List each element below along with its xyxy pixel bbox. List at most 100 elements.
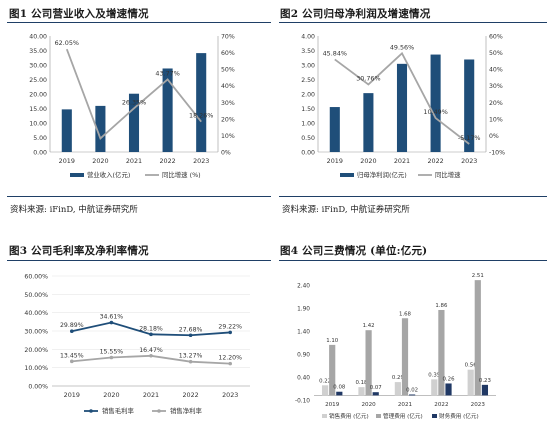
fig3-legend-label: 销售毛利率: [102, 406, 135, 415]
fig4-data-label: 0.29: [392, 375, 405, 381]
fig4-legend-swatch: [432, 414, 437, 418]
fig3-x-tick: 2021: [143, 391, 159, 399]
fig3-legend-marker: [89, 409, 93, 413]
fig2-data-label: -5.17%: [458, 134, 481, 142]
fig3-y-tick: 60.00%: [24, 274, 48, 281]
fig4-data-label: 0.22: [319, 378, 331, 384]
fig2-x-tick: 2021: [394, 157, 410, 165]
fig4-x-tick: 2021: [398, 402, 413, 408]
fig3-y-tick: 10.00%: [24, 365, 48, 372]
fig1-left-tick: 25.00: [29, 77, 47, 84]
fig2-title: 图2 公司归母净利润及增速情况: [280, 8, 431, 20]
fig2-bar-2019: [329, 107, 340, 152]
fig3-data-label: 29.89%: [60, 322, 84, 329]
fig4-bar-finance: [409, 394, 416, 396]
fig2-x-tick: 2020: [360, 157, 376, 165]
fig4-y-tick: 0.40: [297, 376, 310, 382]
fig1-x-tick: 2022: [159, 157, 175, 165]
fig1-right-tick: 40%: [221, 83, 235, 90]
fig1-right-tick: 20%: [221, 116, 235, 123]
fig3-point: [149, 332, 153, 337]
fig3-point: [188, 333, 193, 338]
fig1-right-tick: 60%: [221, 50, 235, 57]
fig3-data-label: 34.61%: [100, 314, 124, 321]
fig4-data-label: 1.86: [435, 303, 448, 309]
fig2-left-tick: 2.00: [301, 92, 315, 99]
fig4-legend-swatch: [376, 414, 381, 418]
fig2-left-tick: 1.50: [301, 106, 315, 113]
fig4-title: 图4 公司三费情况 (单位:亿元): [280, 245, 428, 257]
fig4-y-tick: -0.10: [295, 399, 310, 405]
fig2-chart: 0.00 0.50 1.00 1.50 2.00 2.50 3.00 3.50 4.00 -10%…: [301, 34, 505, 180]
fig1-legend-line-label: 同比增速 (%): [162, 170, 201, 179]
fig4-data-label: 2.51: [472, 273, 484, 279]
fig4-data-label: 1.10: [326, 338, 339, 344]
fig4-bar-finance: [336, 391, 343, 396]
fig1-left-tick: 35.00: [29, 48, 47, 55]
fig4-bar-sales: [394, 382, 401, 396]
fig1-legend-bar-label: 营业收入(亿元): [87, 170, 130, 179]
fig1-left-tick: 40.00: [29, 34, 47, 41]
fig2-right-tick: 20%: [489, 100, 503, 107]
fig2-right-tick: 10%: [489, 116, 503, 123]
fig1-bar-2022: [162, 68, 173, 152]
fig3-point: [228, 330, 232, 335]
fig1-title-rule: [7, 22, 271, 23]
fig1-data-label: 43.77%: [155, 69, 179, 77]
fig1-right-tick: 50%: [221, 67, 235, 74]
fig3-data-label: 16.47%: [139, 347, 163, 354]
fig4-y-tick: 1.90: [297, 307, 310, 313]
fig4-x-tick: 2020: [361, 402, 376, 408]
fig4-data-label: 0.56: [465, 363, 478, 369]
fig4-bar-admin: [474, 280, 481, 396]
fig2-left-tick: 2.50: [301, 77, 315, 84]
fig2-bar-2020: [363, 93, 374, 152]
fig2-x-tick: 2022: [427, 157, 443, 165]
fig2-legend-line-label: 同比增速: [435, 170, 461, 179]
fig1-left-tick: 0.00: [33, 150, 47, 157]
fig3-x-tick: 2020: [103, 391, 119, 399]
fig1-right-tick: 30%: [221, 100, 235, 107]
fig1-left-tick: 15.00: [29, 106, 47, 113]
fig1-left-tick: 30.00: [29, 63, 47, 70]
fig2-x-tick: 2019: [327, 157, 343, 165]
fig4-x-tick: 2019: [325, 402, 340, 408]
fig4-data-label: 0.26: [443, 376, 456, 382]
fig1-x-tick: 2023: [193, 157, 209, 165]
fig3-data-label: 15.55%: [100, 348, 124, 355]
fig3-y-tick: 0.00%: [28, 384, 48, 391]
fig2-left-tick: 4.00: [301, 34, 315, 41]
fig4-data-label: 0.02: [406, 387, 418, 393]
fig4-data-label: 0.18: [355, 380, 368, 386]
fig2-bar-2021: [396, 63, 408, 153]
fig4-data-label: 1.68: [399, 311, 412, 317]
fig2-bar-2022: [430, 54, 441, 152]
fig4-bar-finance: [372, 392, 379, 396]
fig2-left-tick: 0.00: [301, 150, 315, 157]
fig3-point: [149, 354, 153, 358]
fig4-bar-sales: [431, 379, 438, 396]
fig2-data-label: 45.84%: [323, 49, 347, 57]
fig4-legend-label: 销售费用 (亿元): [329, 412, 369, 420]
fig3-point: [109, 320, 114, 325]
fig3-data-label: 28.18%: [139, 325, 163, 332]
fig3-chart: 0.00% 10.00% 20.00% 30.00% 40.00% 50.00% 60.00…: [24, 274, 250, 415]
fig3-y-tick: 20.00%: [24, 347, 48, 354]
fig2-legend-bar-label: 归母净利润(亿元): [357, 170, 407, 179]
fig3-title-rule: [7, 260, 271, 261]
fig1-data-label: 26.35%: [122, 98, 146, 106]
fig1-left-tick: 10.00: [29, 121, 47, 128]
fig3-point: [109, 355, 114, 360]
fig4-y-tick: 2.40: [297, 284, 310, 290]
fig3-x-tick: 2023: [222, 391, 238, 399]
fig2-right-tick: 40%: [489, 67, 503, 74]
fig4-bar-finance: [481, 384, 489, 396]
fig2-legend-bar-swatch: [340, 173, 354, 177]
fig2-data-label: 10.49%: [423, 108, 447, 116]
fig2-right-tick: 60%: [489, 34, 503, 41]
fig4-bar-admin: [329, 344, 336, 396]
fig4-bar-finance: [445, 383, 452, 396]
fig2-right-tick: 0%: [489, 133, 499, 140]
fig4-legend-swatch: [322, 414, 327, 418]
fig4-bar-sales: [321, 385, 329, 396]
